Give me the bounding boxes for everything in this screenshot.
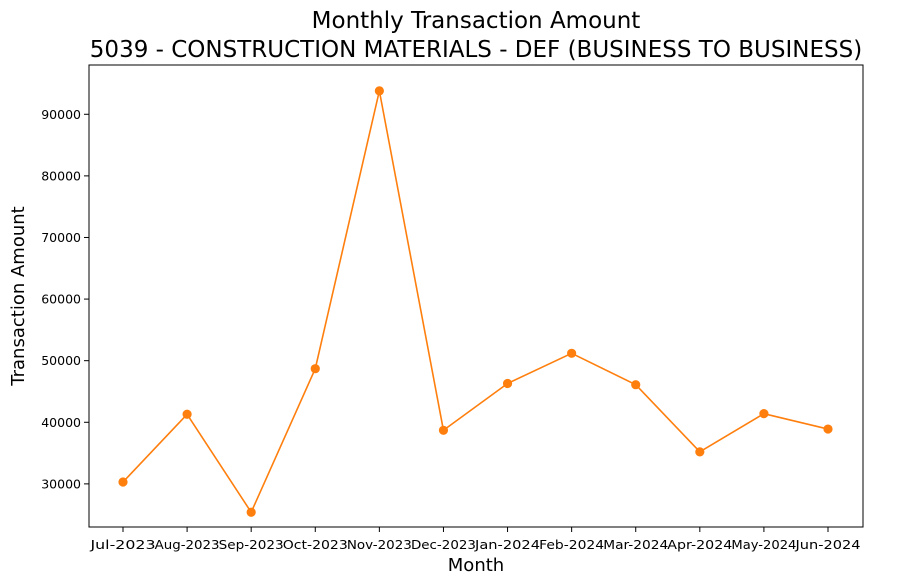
- data-point: [374, 86, 384, 96]
- x-tick-label: Dec-2023: [411, 537, 476, 552]
- x-tick-label: Apr-2024: [667, 537, 732, 552]
- plot-area: [89, 65, 863, 527]
- y-tick-label: 30000: [41, 476, 81, 491]
- x-tick-label: Oct-2023: [283, 537, 348, 552]
- y-tick-label: 50000: [41, 353, 81, 368]
- data-point: [695, 447, 705, 457]
- series-layer: [118, 86, 833, 517]
- x-tick-label: Mar-2024: [603, 537, 668, 552]
- data-point: [823, 424, 833, 434]
- chart-title: Monthly Transaction Amount: [312, 8, 641, 34]
- data-point: [759, 409, 769, 419]
- data-point: [631, 380, 641, 390]
- x-axis-label: Month: [448, 555, 504, 576]
- chart-subtitle: 5039 - CONSTRUCTION MATERIALS - DEF (BUS…: [90, 37, 862, 63]
- y-axis-ticks: 30000 40000 50000 60000 70000 80000 90000: [41, 107, 89, 491]
- plot-frame: [88, 64, 864, 528]
- x-tick-label: Aug-2023: [155, 537, 220, 552]
- y-tick-label: 60000: [41, 292, 81, 307]
- y-tick-label: 90000: [41, 107, 81, 122]
- x-tick-label: Sep-2023: [219, 537, 284, 552]
- series-line: [122, 90, 829, 514]
- data-point: [502, 378, 513, 389]
- y-tick-label: 70000: [41, 230, 81, 245]
- x-tick-label: Nov-2023: [347, 537, 412, 552]
- y-axis-label: Transaction Amount: [8, 206, 29, 386]
- data-point: [438, 425, 449, 435]
- y-tick-label: 80000: [41, 168, 81, 183]
- x-tick-label: Jul-2023: [89, 537, 155, 552]
- data-point: [246, 507, 256, 517]
- x-axis-ticks: Jul-2023 Aug-2023 Sep-2023 Oct-2023 Nov-2023…: [89, 527, 861, 552]
- data-point: [118, 477, 128, 487]
- x-tick-label: Jun-2024: [794, 537, 860, 552]
- y-tick-label: 40000: [41, 415, 81, 430]
- x-tick-label: Jan-2024: [474, 537, 540, 552]
- data-point: [182, 409, 192, 419]
- data-point: [310, 364, 320, 374]
- x-tick-label: Feb-2024: [539, 537, 604, 552]
- data-point: [567, 348, 577, 358]
- x-tick-label: May-2024: [731, 537, 796, 552]
